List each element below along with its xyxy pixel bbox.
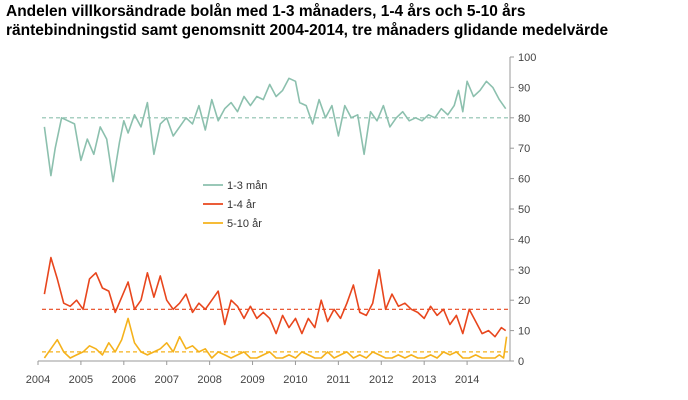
average-lines bbox=[42, 117, 508, 353]
axes: 0 10 20 30 40 50 60 70 80 90 100 2004 2005 2006 2007 20… bbox=[26, 52, 537, 386]
x-tick-label: 2005 bbox=[69, 374, 93, 386]
legend-label-3: 5-10 år bbox=[227, 218, 262, 230]
x-tick-label: 2008 bbox=[197, 374, 221, 386]
series-line-3 bbox=[43, 317, 508, 359]
x-tick-label: 2010 bbox=[283, 374, 307, 386]
x-tick-label: 2009 bbox=[240, 374, 264, 386]
x-tick-label: 2004 bbox=[26, 374, 50, 386]
x-tick-label: 2012 bbox=[369, 374, 393, 386]
legend-label-2: 1-4 år bbox=[227, 199, 256, 211]
x-tick-label: 2006 bbox=[112, 374, 136, 386]
y-tick-label: 90 bbox=[518, 82, 530, 94]
y-tick-label: 30 bbox=[518, 265, 530, 277]
x-tick-label: 2013 bbox=[412, 374, 436, 386]
series-lines bbox=[43, 77, 508, 359]
chart-title: Andelen villkorsändrade bolån med 1-3 må… bbox=[6, 2, 686, 40]
chart-title-line-1: Andelen villkorsändrade bolån med 1-3 må… bbox=[6, 3, 526, 20]
y-tick-label: 20 bbox=[518, 295, 530, 307]
chart-title-line-2: räntebindningstid samt genomsnitt 2004-2… bbox=[6, 22, 609, 39]
y-tick-label: 50 bbox=[518, 204, 530, 216]
series-line-1 bbox=[43, 77, 507, 183]
x-tick-label: 2014 bbox=[455, 374, 479, 386]
y-tick-label: 60 bbox=[518, 174, 530, 186]
x-tick-label: 2007 bbox=[154, 374, 178, 386]
legend: 1-3 mån 1-4 år 5-10 år bbox=[203, 180, 267, 230]
y-tick-label: 0 bbox=[518, 356, 524, 368]
legend-label-1: 1-3 mån bbox=[227, 180, 267, 192]
x-tick-label: 2011 bbox=[327, 374, 351, 386]
y-tick-label: 70 bbox=[518, 143, 530, 155]
y-tick-label: 80 bbox=[518, 113, 530, 125]
y-tick-label: 40 bbox=[518, 234, 530, 246]
series-line-2 bbox=[43, 256, 507, 338]
y-tick-label: 10 bbox=[518, 326, 530, 338]
y-tick-label: 100 bbox=[518, 52, 536, 64]
